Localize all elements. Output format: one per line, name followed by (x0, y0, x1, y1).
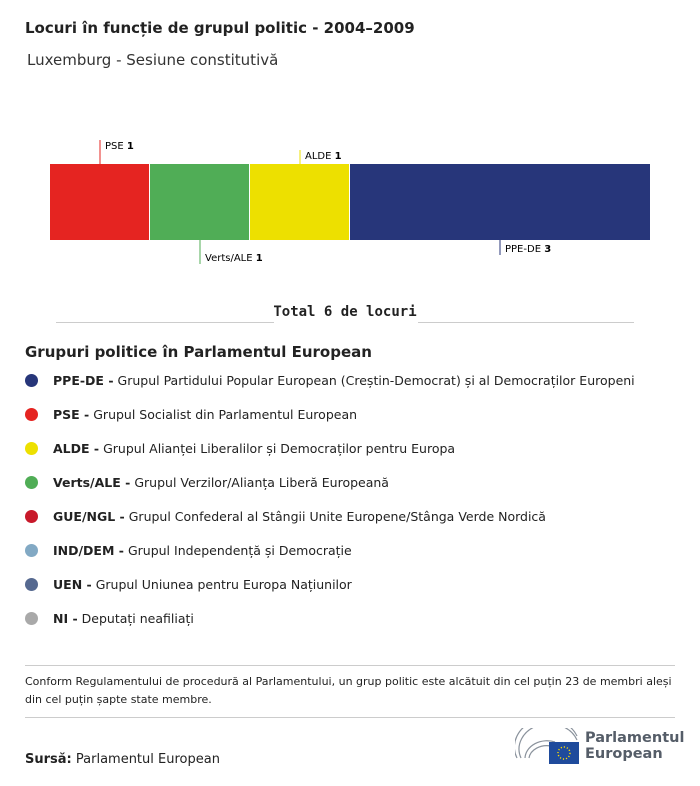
bar-segment-vertsale (150, 164, 249, 240)
legend-name: Grupul Socialist din Parlamentul Europea… (93, 407, 358, 422)
legend-swatch (25, 476, 38, 489)
legend-item: UEN - Grupul Uniunea pentru Europa Națiun… (25, 577, 352, 592)
legend-swatch (25, 442, 38, 455)
hemicycle-eu-flag-icon (515, 728, 579, 764)
legend-item: IND/DEM - Grupul Independență și Democraț… (25, 543, 352, 558)
bar-segment-alde (250, 164, 349, 240)
bar-segment-pse (50, 164, 149, 240)
legend-abbr: ALDE - (53, 441, 100, 456)
legend-swatch (25, 578, 38, 591)
legend-name: Deputați neafiliați (81, 611, 194, 626)
bar-segment-ppede (350, 164, 650, 240)
legend-abbr: IND/DEM - (53, 543, 124, 558)
source-value: Parlamentul European (75, 752, 220, 767)
divider (25, 717, 675, 718)
legend-name: Grupul Independență și Democrație (127, 543, 352, 558)
legend-item: GUE/NGL - Grupul Confederal al Stângii Un… (25, 509, 546, 524)
legend-abbr: NI - (53, 611, 78, 626)
legend-swatch (25, 544, 38, 557)
total-label: Total 6 de locuri (273, 304, 417, 320)
legend-item: PPE-DE - Grupul Partidului Popular Europe… (25, 373, 635, 388)
chart-title: Locuri în funcție de grupul politic - 20… (25, 19, 415, 37)
logo-text: European (585, 746, 663, 762)
legend-abbr: GUE/NGL - (53, 509, 125, 524)
legend-abbr: PSE - (53, 407, 90, 422)
legend-abbr: PPE-DE - (53, 373, 114, 388)
legend-swatch (25, 374, 38, 387)
data-label: ALDE 1 (305, 151, 342, 162)
legend-swatch (25, 510, 38, 523)
source-label: Sursă: (25, 752, 72, 767)
data-label: PSE 1 (105, 141, 134, 152)
data-label: PPE-DE 3 (505, 244, 551, 255)
legend-name: Grupul Confederal al Stângii Unite Europ… (128, 509, 546, 524)
legend-abbr: Verts/ALE - (53, 475, 131, 490)
source: Sursă: Parlamentul European (25, 752, 220, 767)
logo-text: Parlamentul (585, 730, 685, 746)
legend-item: Verts/ALE - Grupul Verzilor/Alianța Liber… (25, 475, 389, 490)
chart-subtitle: Luxemburg - Sesiune constitutivă (27, 51, 279, 69)
legend-item: ALDE - Grupul Alianței Liberalilor și Dem… (25, 441, 455, 456)
divider (418, 322, 634, 323)
ep-logo: Parlamentul European (515, 728, 684, 764)
data-label: Verts/ALE 1 (205, 253, 263, 264)
legend-abbr: UEN - (53, 577, 92, 592)
legend-name: Grupul Uniunea pentru Europa Națiunilor (95, 577, 352, 592)
stacked-bar-chart: PSE 1 Verts/ALE 1 ALDE 1 PPE-DE 3 (50, 140, 650, 264)
legend-swatch (25, 408, 38, 421)
legend-name: Grupul Verzilor/Alianța Liberă Europeană (134, 475, 389, 490)
legend-swatch (25, 612, 38, 625)
divider (25, 665, 675, 666)
footnote: Conform Regulamentului de procedură al P… (25, 675, 672, 706)
legend-title: Grupuri politice în Parlamentul European (25, 343, 372, 361)
legend-item: NI - Deputați neafiliați (25, 611, 194, 626)
legend-name: Grupul Partidului Popular European (Creș… (117, 373, 635, 388)
legend-name: Grupul Alianței Liberalilor și Democrați… (103, 441, 456, 456)
divider (56, 322, 274, 323)
legend-item: PSE - Grupul Socialist din Parlamentul Eu… (25, 407, 357, 422)
